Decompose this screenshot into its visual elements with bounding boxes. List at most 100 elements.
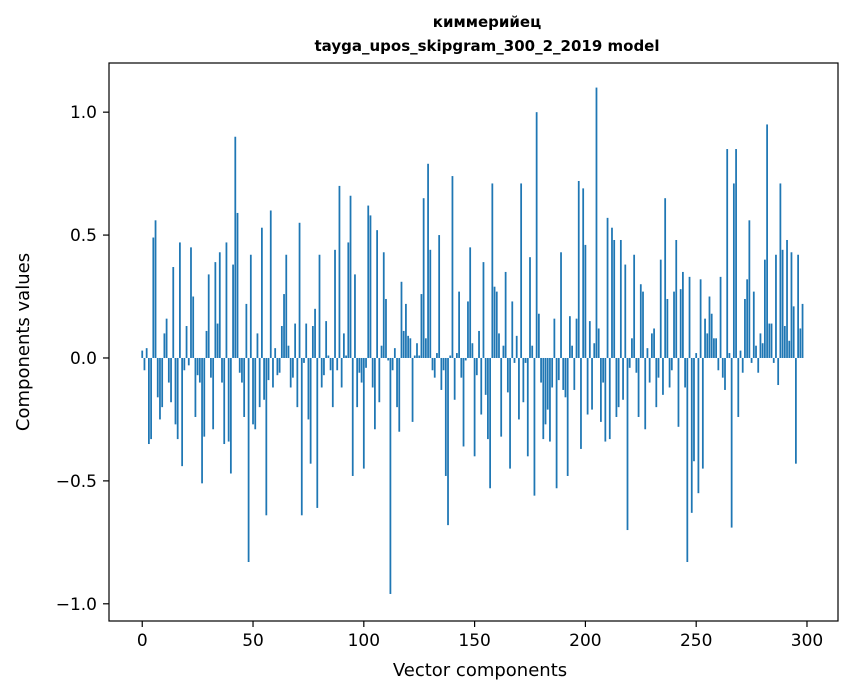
bar [715,338,718,358]
bar [409,338,412,358]
bar [336,357,339,371]
bar [241,357,243,383]
bar [391,357,394,371]
bar [719,276,722,358]
bar [289,357,292,388]
bar [161,357,164,408]
bar [619,239,622,358]
x-tick-label: 0 [137,631,148,651]
bar [351,357,354,476]
bar [378,357,381,403]
bar [342,333,345,358]
bar [298,222,301,358]
bar [309,357,312,464]
bar [642,291,644,358]
x-tick-label: 200 [569,631,601,651]
bar [385,298,387,358]
bar [562,357,565,390]
bar [320,357,323,388]
y-tick-label: 0.5 [70,226,97,246]
bar [531,345,534,358]
bar [566,357,569,476]
bar [662,357,664,395]
bar [181,357,184,467]
bar [624,264,627,358]
bar [203,357,206,437]
bar [577,180,580,358]
bar [316,357,319,508]
bar [405,303,407,358]
bar [695,353,698,358]
bar [608,357,611,440]
bar [666,298,669,358]
bar [533,357,536,496]
bar [436,353,438,358]
bar [249,254,252,358]
bar [367,205,370,358]
bar [615,357,618,417]
bar [546,357,549,410]
bar [797,254,799,358]
bar [305,323,308,358]
bar [473,357,476,457]
bar [553,318,556,358]
bar [349,195,352,358]
bar [628,357,631,368]
bar [227,357,230,442]
bar [442,357,445,371]
bar [148,357,150,445]
bar [234,136,237,358]
bar [307,357,310,420]
bar [229,357,232,474]
bar [724,357,726,390]
bar [478,330,480,358]
bar [710,313,713,358]
bar [493,286,496,358]
bar [664,198,667,358]
bar [198,357,201,383]
bar [648,357,651,383]
bar [679,289,682,358]
bar [325,321,328,358]
bar [167,357,170,383]
bar [194,357,197,417]
bar [795,357,797,464]
bar [179,242,181,358]
bar [356,357,359,408]
bar [159,357,161,420]
bar [540,357,542,383]
bar [682,271,684,358]
bar [504,271,507,358]
bar [611,227,613,358]
bar [688,276,691,358]
bar [145,348,148,358]
bar [389,357,392,594]
bar [254,357,257,430]
x-tick-label: 300 [791,631,823,651]
bar [192,296,195,358]
bar [431,357,434,371]
bar [480,357,483,415]
bar [489,357,491,489]
bar [675,239,678,358]
bar [338,185,341,358]
bar [369,215,372,358]
bar [393,348,396,358]
bar [396,357,398,408]
bar [274,348,277,358]
bar [597,328,600,358]
bar [653,328,655,358]
x-tick-label: 150 [458,631,490,651]
bar [214,262,217,358]
bar [626,357,629,531]
bar [775,254,777,358]
bar [190,247,192,358]
bar [790,252,793,358]
bar [763,259,766,358]
bar [365,357,367,368]
bar [622,357,624,400]
bar [238,357,241,373]
bar [329,357,332,371]
bar [285,254,288,358]
axis-ticks: 0 50 100 150 200 250 300 −1.0 −0.5 0.0 0.5 1.0 [56,103,823,651]
